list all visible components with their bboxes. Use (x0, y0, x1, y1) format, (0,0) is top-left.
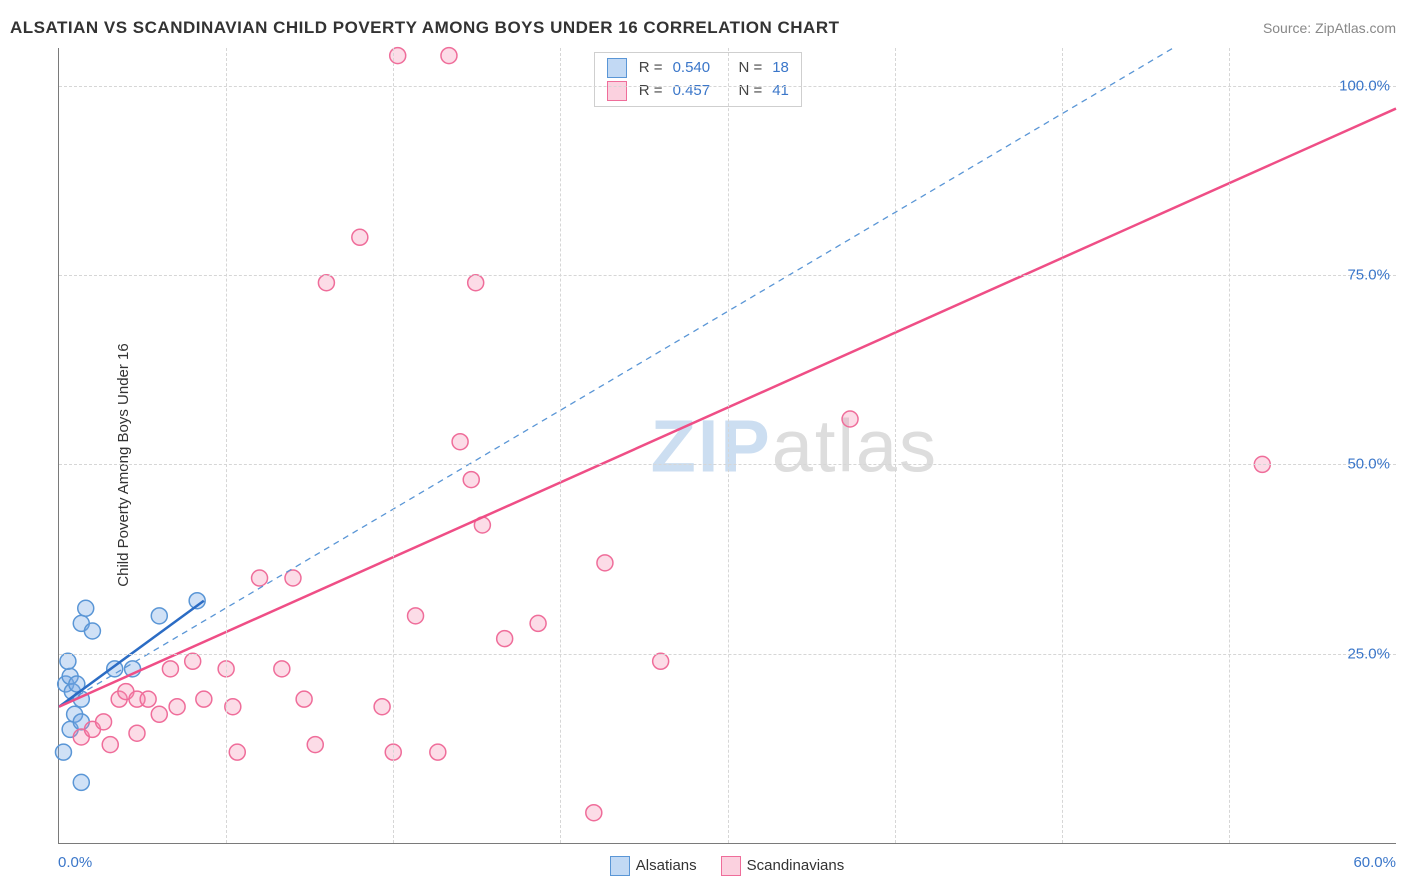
x-tick-label: 0.0% (58, 854, 92, 871)
data-point (390, 48, 406, 64)
data-point (129, 725, 145, 741)
data-point (374, 699, 390, 715)
chart-title: ALSATIAN VS SCANDINAVIAN CHILD POVERTY A… (10, 18, 840, 38)
header: ALSATIAN VS SCANDINAVIAN CHILD POVERTY A… (10, 18, 1396, 38)
data-point (229, 744, 245, 760)
stats-row: R = 0.540 N = 18 (607, 57, 789, 80)
data-point (352, 229, 368, 245)
grid-line-v (1062, 48, 1063, 843)
y-tick-label: 50.0% (1347, 456, 1390, 473)
data-point (586, 805, 602, 821)
legend-swatch (607, 81, 627, 101)
stats-r-value: 0.457 (673, 80, 711, 103)
stats-n-value: 41 (772, 80, 789, 103)
grid-line-v (393, 48, 394, 843)
grid-line-v (728, 48, 729, 843)
data-point (60, 653, 76, 669)
stats-r-label: R = (639, 57, 663, 80)
x-tick-label: 60.0% (1353, 854, 1396, 871)
data-point (430, 744, 446, 760)
data-point (169, 699, 185, 715)
data-point (252, 570, 268, 586)
stats-n-label: N = (738, 57, 762, 80)
source-attribution: Source: ZipAtlas.com (1263, 20, 1396, 36)
stats-n-label: N = (738, 80, 762, 103)
data-point (463, 472, 479, 488)
data-point (96, 714, 112, 730)
grid-line-v (1229, 48, 1230, 843)
data-point (55, 744, 71, 760)
data-point (185, 653, 201, 669)
data-point (78, 600, 94, 616)
data-point (73, 774, 89, 790)
data-point (140, 691, 156, 707)
legend-swatch (607, 58, 627, 78)
plot-area: ZIPatlas R =0.540 N =18R =0.457 N =41 25… (58, 48, 1396, 844)
data-point (408, 608, 424, 624)
stats-r-label: R = (639, 80, 663, 103)
data-point (296, 691, 312, 707)
data-point (318, 275, 334, 291)
stats-box: R = 0.540 N = 18 R = 0.457 N = 41 (594, 52, 802, 107)
data-point (468, 275, 484, 291)
data-point (225, 699, 241, 715)
stats-n-value: 18 (772, 57, 789, 80)
data-point (162, 661, 178, 677)
data-point (151, 608, 167, 624)
data-point (530, 615, 546, 631)
stats-r-value: 0.540 (673, 57, 711, 80)
stats-row: R = 0.457 N = 41 (607, 80, 789, 103)
data-point (441, 48, 457, 64)
data-point (84, 623, 100, 639)
grid-line-v (895, 48, 896, 843)
data-point (653, 653, 669, 669)
data-point (102, 737, 118, 753)
y-tick-label: 75.0% (1347, 267, 1390, 284)
data-point (151, 706, 167, 722)
data-point (597, 555, 613, 571)
x-ticks: 0.0% 60.0% (58, 854, 1396, 874)
data-point (196, 691, 212, 707)
y-tick-label: 100.0% (1339, 77, 1390, 94)
chart: Child Poverty Among Boys Under 16 ZIPatl… (10, 48, 1396, 882)
data-point (307, 737, 323, 753)
source-name: ZipAtlas.com (1315, 20, 1396, 36)
y-tick-label: 25.0% (1347, 645, 1390, 662)
data-point (497, 631, 513, 647)
data-point (452, 434, 468, 450)
grid-line-v (226, 48, 227, 843)
source-prefix: Source: (1263, 20, 1315, 36)
data-point (274, 661, 290, 677)
grid-line-v (560, 48, 561, 843)
data-point (842, 411, 858, 427)
